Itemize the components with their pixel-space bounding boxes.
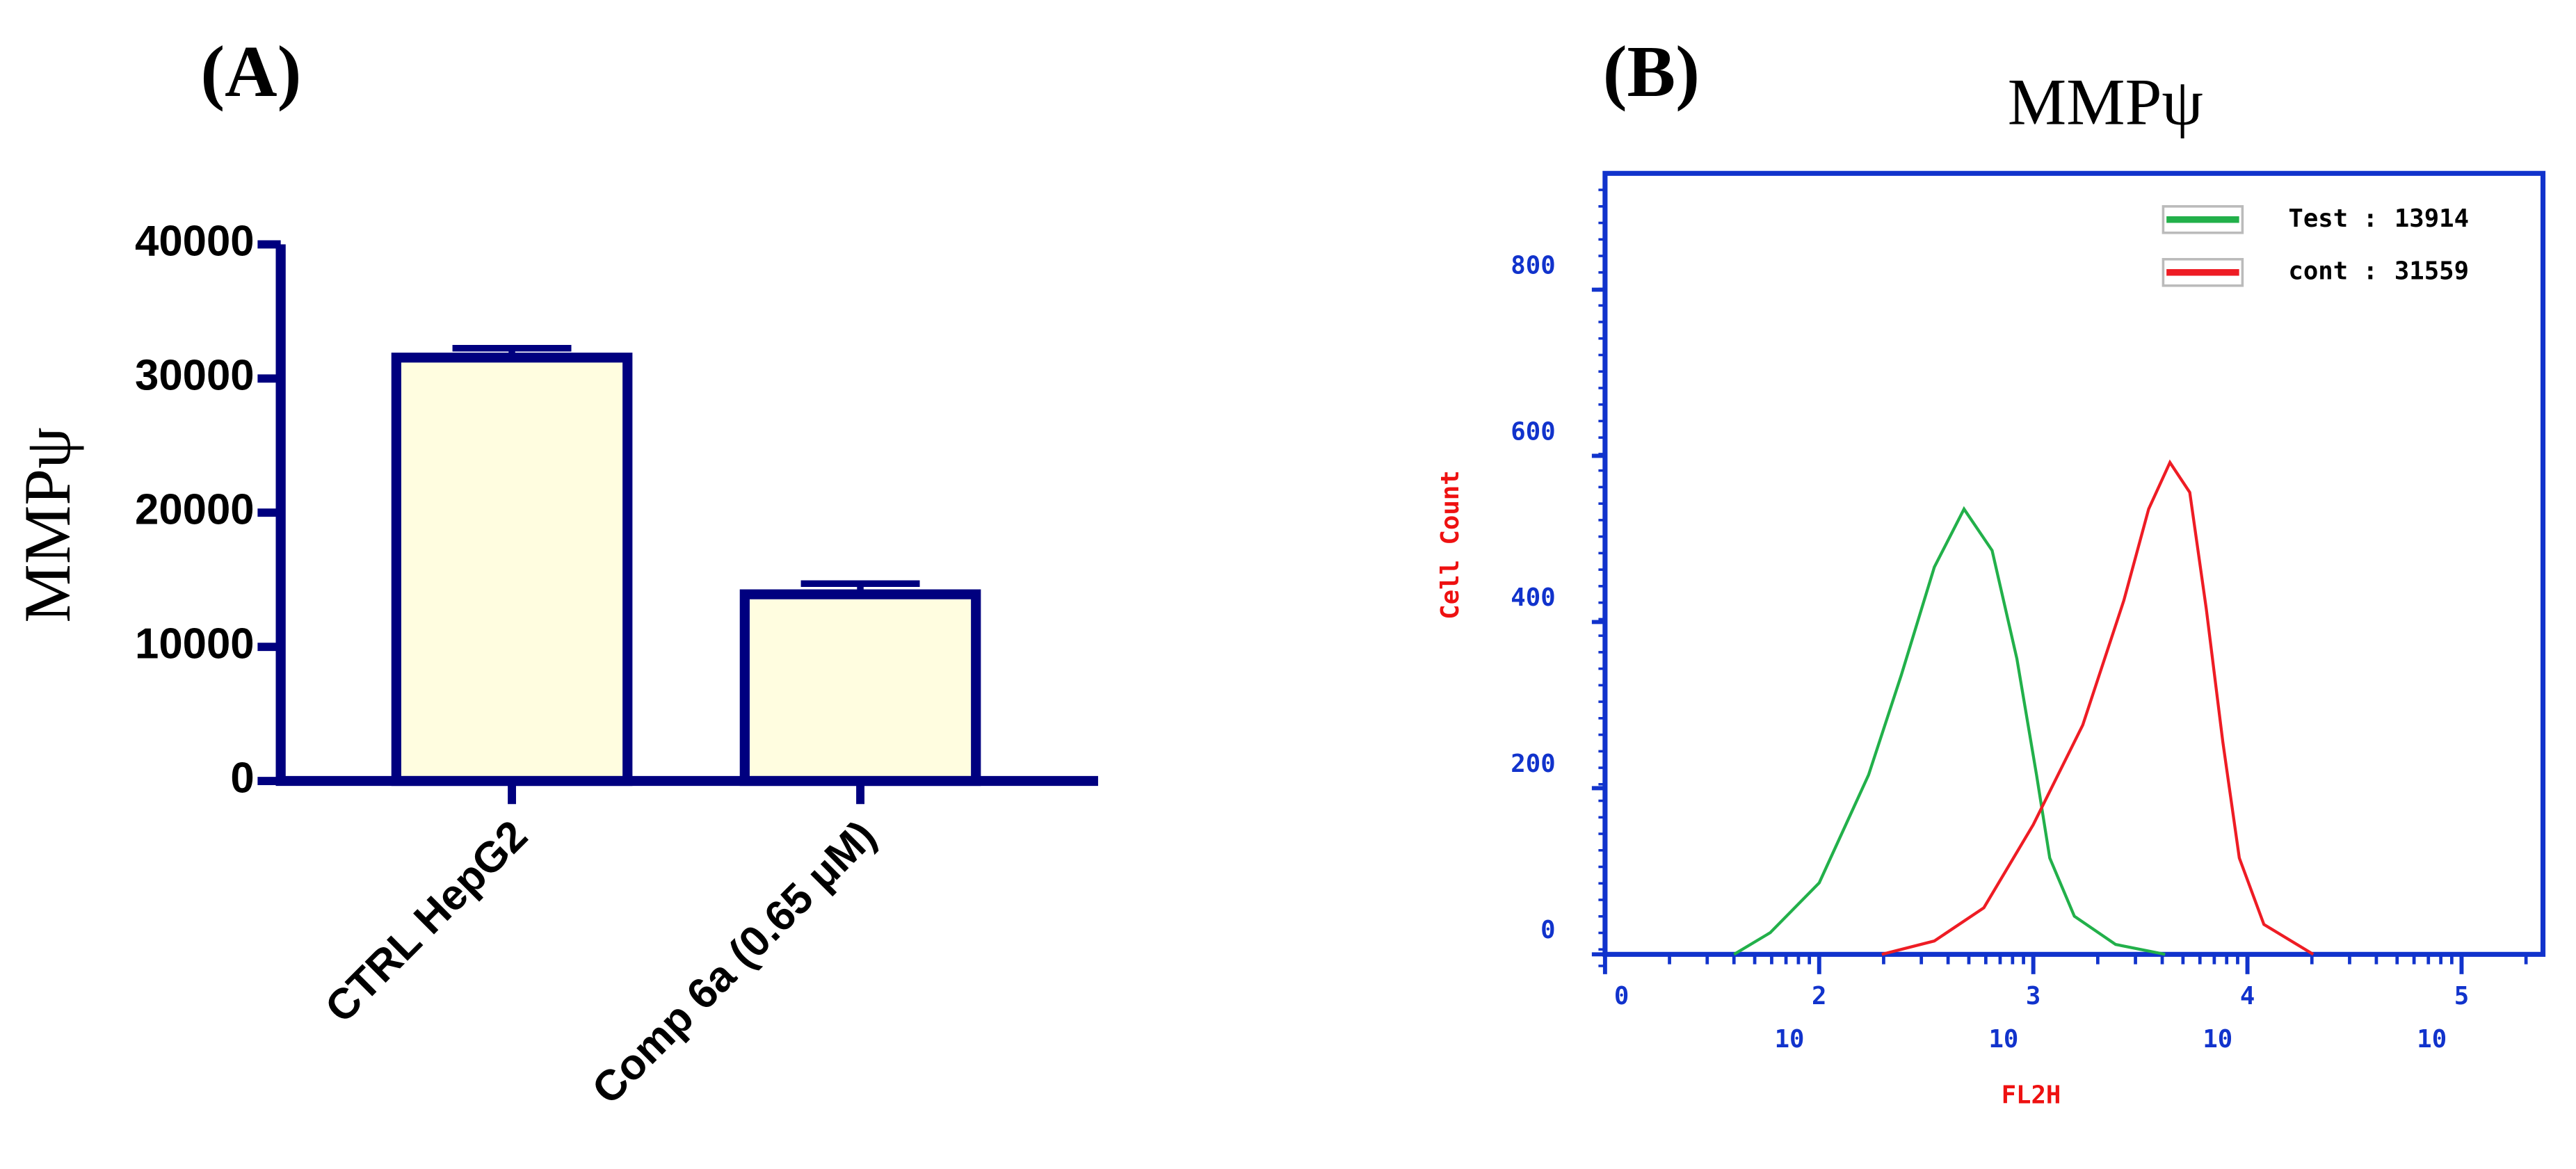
y-tick-label: 10000 xyxy=(135,620,255,668)
x-axis-label: FL2H xyxy=(2002,1081,2061,1110)
y-tick-label: 0 xyxy=(1540,916,1555,944)
x-tick-exponent: 2 xyxy=(1812,982,1826,1010)
y-tick-label: 800 xyxy=(1511,251,1555,280)
bar xyxy=(739,589,981,787)
x-tick-label: 10 xyxy=(2203,1025,2232,1054)
histogram-line xyxy=(1733,506,2166,956)
legend-value: 13914 xyxy=(2394,204,2469,233)
bar xyxy=(391,353,633,787)
y-tick-label: 40000 xyxy=(135,218,255,266)
panel-label: (A) xyxy=(200,31,301,112)
legend-value: 31559 xyxy=(2394,257,2469,286)
y-tick-label: 30000 xyxy=(135,352,255,400)
x-tick-label: 10 xyxy=(2417,1025,2447,1054)
histogram-line xyxy=(1881,459,2315,956)
y-tick-label: 600 xyxy=(1511,417,1555,446)
plot-frame xyxy=(1602,170,2546,957)
x-tick-label: CTRL HepG2 xyxy=(316,812,537,1032)
y-tick-label: 400 xyxy=(1511,583,1555,612)
legend-label: Test : xyxy=(2288,204,2378,233)
y-axis-label: MMPψ xyxy=(10,427,84,622)
x-tick-label: 0 xyxy=(1614,982,1629,1010)
x-tick-exponent: 3 xyxy=(2026,982,2040,1010)
chart-title: MMPψ xyxy=(2008,65,2203,139)
x-tick-label: 10 xyxy=(1775,1025,1805,1054)
y-axis-label: Cell Count xyxy=(1436,470,1465,619)
y-tick-label: 0 xyxy=(230,754,254,802)
x-tick-label: 10 xyxy=(1988,1025,2018,1054)
y-tick-label: 20000 xyxy=(135,486,255,534)
x-tick-exponent: 5 xyxy=(2454,982,2469,1010)
legend-label: cont : xyxy=(2288,257,2378,286)
y-tick-label: 200 xyxy=(1511,750,1555,778)
x-tick-label: Comp 6a (0.65 μM) xyxy=(583,812,885,1113)
x-tick-exponent: 4 xyxy=(2240,982,2255,1010)
panel-label: (B) xyxy=(1603,31,1700,112)
